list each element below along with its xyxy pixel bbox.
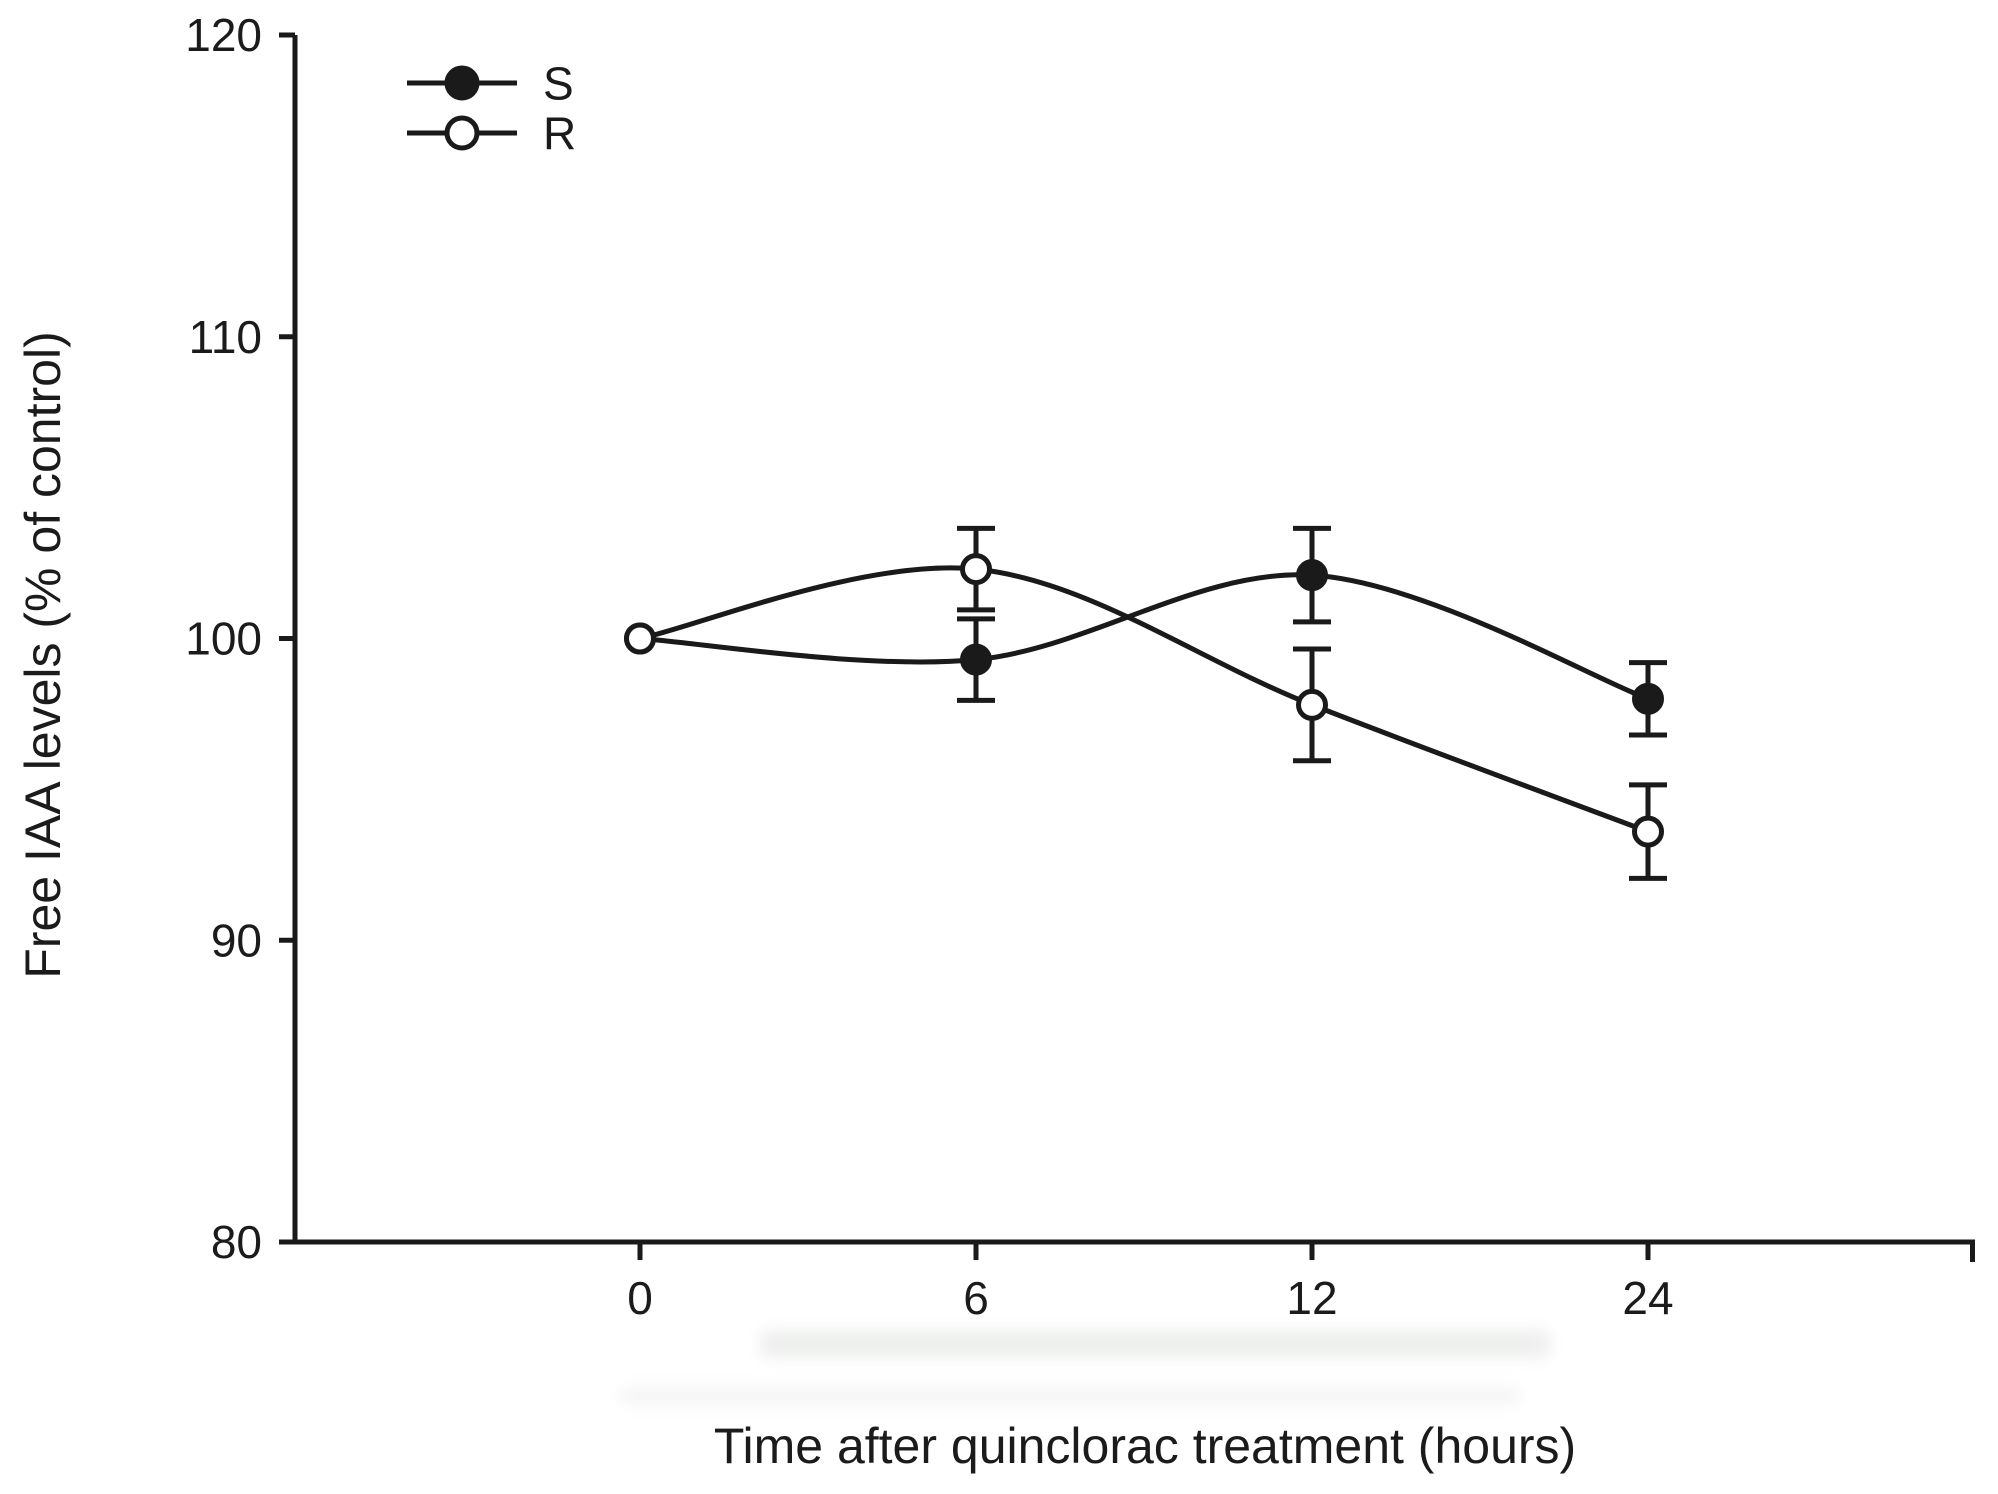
x-tick-label: 0 <box>627 1272 653 1324</box>
series-R-curve <box>639 565 1649 834</box>
legend-label-S: S <box>543 58 574 110</box>
series-S-curve <box>639 572 1649 702</box>
y-tick-label: 120 <box>185 9 262 61</box>
y-tick-label: 100 <box>185 613 262 665</box>
x-tick-label: 6 <box>963 1272 989 1324</box>
y-axis-title: Free IAA levels (% of control) <box>15 331 71 979</box>
legend-label-R: R <box>543 108 576 160</box>
series-R-marker <box>624 622 656 655</box>
y-tick-label: 80 <box>211 1216 262 1268</box>
series-S-marker <box>1632 682 1664 715</box>
legend-marker-R <box>444 115 480 151</box>
series-R-marker <box>1632 815 1664 848</box>
scan-smudge-artifact <box>760 1330 1550 1358</box>
x-tick-label: 24 <box>1622 1272 1673 1324</box>
x-tick-label: 12 <box>1286 1272 1337 1324</box>
legend-marker-S <box>444 65 480 101</box>
y-tick-label: 110 <box>189 311 262 363</box>
x-axis-title: Time after quinclorac treatment (hours) <box>713 1418 1577 1474</box>
series-S-marker <box>1296 559 1328 592</box>
series-S-marker <box>960 643 992 676</box>
series-R-marker <box>960 553 992 586</box>
y-tick-label: 90 <box>211 914 262 966</box>
series-R-marker <box>1296 688 1328 721</box>
scan-smudge-artifact <box>620 1388 1520 1404</box>
